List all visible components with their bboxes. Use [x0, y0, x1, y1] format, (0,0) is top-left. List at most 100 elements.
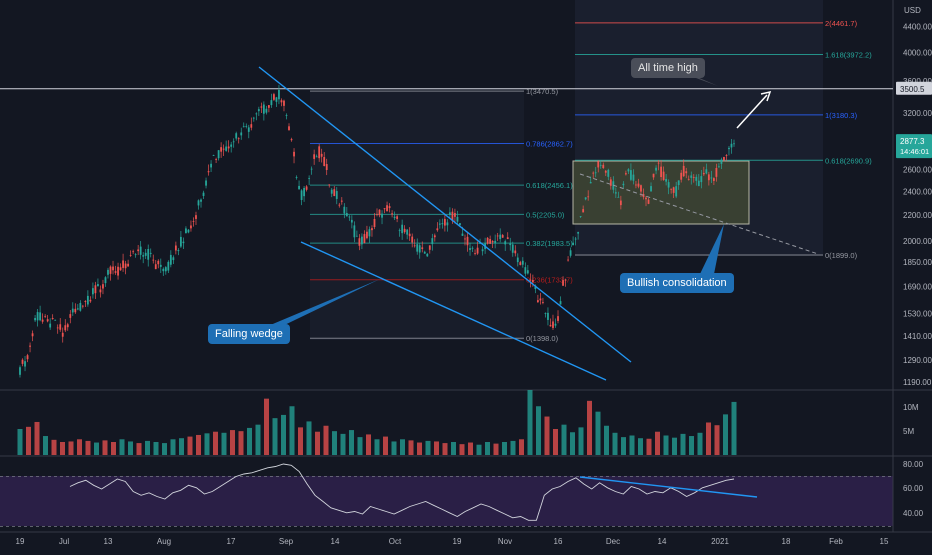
candle-body [257, 109, 260, 112]
candle-body [411, 236, 414, 243]
candle-body [167, 261, 170, 271]
candle-body [459, 223, 461, 226]
candle-body [617, 196, 620, 198]
volume-bar [298, 427, 303, 455]
candle-body [295, 177, 298, 178]
candle-body [313, 154, 316, 159]
volume-bar [595, 411, 601, 455]
candle-body [609, 179, 612, 186]
candle-body [293, 151, 295, 157]
candle-body [712, 178, 715, 181]
volume-bar [629, 435, 635, 455]
candle-body [479, 243, 481, 244]
price-axis-tick: 3200.00 [903, 109, 932, 118]
candle-body [290, 139, 293, 141]
volume-bar [340, 433, 346, 455]
volume-bar [128, 441, 133, 455]
candle-body [657, 162, 660, 164]
candle-body [89, 299, 92, 302]
wedge-upper-line [258, 66, 632, 363]
candle-body [185, 228, 187, 234]
candle-body [730, 143, 733, 148]
candle-body [604, 170, 607, 173]
candle-body [270, 100, 273, 106]
time-axis-label: 14 [331, 537, 340, 546]
candle-body [117, 266, 119, 276]
candle-body [662, 171, 665, 181]
volume-bar [255, 424, 261, 455]
volume-bar [289, 406, 295, 455]
currency-label: USD [904, 6, 921, 15]
volume-bar [315, 431, 320, 455]
volume-bar [111, 442, 116, 455]
candle-body [393, 216, 396, 219]
candle-body [265, 108, 268, 113]
volume-bar [119, 439, 125, 455]
candle-body [358, 238, 361, 246]
candle-body [376, 214, 378, 215]
fib-retracement-label: 0.236(1733.7) [526, 276, 573, 285]
volume-bar [646, 438, 652, 455]
candle-body [210, 163, 212, 168]
rsi-axis-tick: 40.00 [903, 509, 924, 518]
candle-body [449, 212, 451, 216]
candle-body [607, 169, 610, 177]
candle-body [504, 241, 507, 245]
volume-bar [604, 425, 609, 455]
candle-body [406, 229, 409, 235]
candle-body [278, 90, 280, 100]
fib-retracement-label: 0(1398.0) [526, 334, 559, 343]
candle-body [137, 249, 140, 252]
candle-body [602, 164, 605, 169]
volume-bar [26, 426, 31, 455]
candle-body [690, 175, 693, 178]
candle-body [531, 279, 534, 283]
volume-bar [306, 421, 312, 455]
candle-body [79, 302, 82, 311]
candle-body [247, 127, 250, 132]
candle-body [647, 199, 650, 204]
candle-body [572, 242, 574, 246]
candle-body [672, 187, 675, 193]
rsi-background [0, 476, 893, 526]
candle-body [589, 181, 592, 184]
candle-body [205, 180, 207, 186]
candle-body [182, 241, 185, 244]
candle-body [109, 266, 112, 274]
candle-body [255, 113, 258, 115]
candle-body [225, 146, 228, 151]
volume-bar [731, 401, 737, 455]
candle-body [328, 184, 331, 186]
candle-body [99, 289, 102, 293]
candle-body [154, 264, 157, 270]
price-axis-tick: 4000.00 [903, 49, 932, 58]
candle-body [723, 157, 725, 161]
candle-body [594, 172, 597, 174]
time-axis-label: 2021 [711, 537, 729, 546]
volume-bar [153, 442, 159, 455]
candle-body [378, 209, 381, 216]
candle-body [61, 332, 64, 337]
candle-body [715, 167, 718, 177]
candle-body [381, 213, 383, 218]
volume-axis-tick: 5M [903, 427, 914, 436]
time-axis-label: Oct [389, 537, 402, 546]
candle-body [119, 267, 122, 271]
candle-body [403, 228, 406, 233]
candle-body [177, 250, 180, 252]
candle-body [642, 194, 645, 198]
volume-bar [714, 425, 720, 455]
candle-body [599, 164, 602, 166]
candle-body [562, 280, 564, 286]
volume-bar [425, 440, 431, 455]
candle-body [584, 197, 587, 200]
candle-body [542, 302, 544, 303]
candle-body [521, 260, 524, 265]
candle-body [474, 253, 476, 254]
candle-body [21, 359, 24, 364]
fib-extension-label: 2(4461.7) [825, 19, 858, 28]
ath-level-tag [896, 81, 932, 95]
price-axis-tick: 1530.00 [903, 310, 932, 319]
volume-axis-tick: 10M [903, 403, 919, 412]
